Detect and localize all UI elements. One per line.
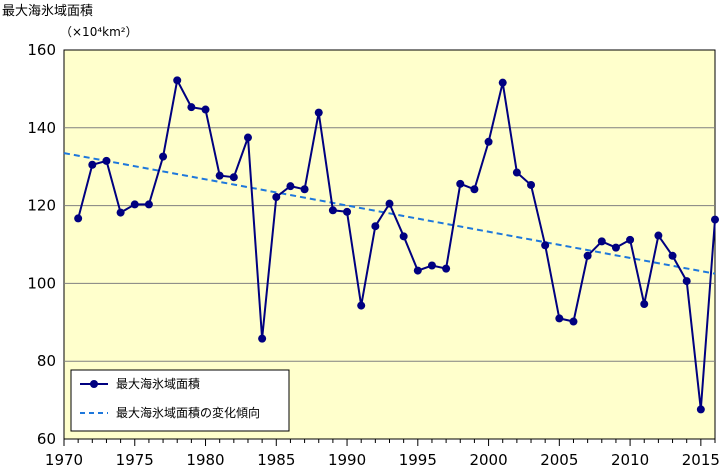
legend-series-marker	[90, 380, 98, 388]
trend-layer	[63, 152, 716, 275]
data-point	[201, 105, 210, 114]
data-point	[682, 277, 691, 286]
data-point	[597, 237, 606, 246]
data-point	[484, 137, 493, 146]
data-point	[88, 160, 97, 169]
data-point	[711, 215, 719, 224]
data-point	[385, 199, 394, 208]
data-point	[173, 76, 182, 85]
data-point	[116, 208, 125, 217]
data-point	[258, 334, 267, 343]
data-point	[314, 108, 323, 117]
data-point	[371, 222, 380, 231]
y-tick-label: 100	[27, 274, 56, 292]
x-tick-label: 1975	[116, 451, 154, 469]
data-point	[541, 241, 550, 250]
x-tick-label: 1995	[399, 451, 437, 469]
data-point	[498, 78, 507, 87]
legend-box	[70, 369, 290, 432]
legend-series-label: 最大海氷域面積	[116, 376, 200, 391]
axes: 60 80 100 120 140 160 1970 1975 1980 1985 1990 1995…	[27, 41, 720, 469]
data-point	[654, 231, 663, 240]
series-layer	[74, 76, 719, 414]
data-point	[611, 243, 620, 252]
data-point	[527, 180, 536, 189]
data-point	[640, 300, 649, 309]
data-point	[215, 171, 224, 180]
legend-trend-label: 最大海氷域面積の変化傾向	[116, 405, 260, 420]
series-line	[77, 77, 716, 410]
data-point	[696, 405, 705, 414]
data-point	[130, 200, 139, 209]
y-axis-title: 最大海氷域面積	[2, 4, 93, 19]
data-point	[286, 182, 295, 191]
data-point	[74, 214, 83, 223]
y-tick-label: 160	[27, 41, 56, 59]
data-point	[343, 207, 352, 216]
data-point	[243, 133, 252, 142]
x-tick-label: 1970	[45, 451, 83, 469]
data-point	[569, 317, 578, 326]
data-point	[626, 235, 635, 244]
data-point	[555, 314, 564, 323]
data-point	[300, 185, 309, 194]
data-point	[159, 152, 168, 161]
data-point	[456, 179, 465, 188]
data-point	[229, 173, 238, 182]
data-point	[187, 103, 196, 112]
y-tick-label: 60	[37, 430, 56, 448]
x-tick-label: 2015	[682, 451, 720, 469]
data-point	[102, 156, 111, 165]
y-tick-label: 80	[37, 352, 56, 370]
x-tick-label: 2010	[611, 451, 649, 469]
x-tick-label: 1990	[328, 451, 366, 469]
data-point	[272, 193, 281, 202]
x-tick-label: 2005	[540, 451, 578, 469]
data-point	[328, 206, 337, 215]
data-point	[512, 168, 521, 177]
data-point	[399, 232, 408, 241]
y-tick-label: 120	[27, 197, 56, 215]
y-axis-unit: （×10⁴km²）	[60, 25, 138, 39]
x-tick-label: 1985	[257, 451, 295, 469]
data-point	[470, 185, 479, 194]
data-point	[668, 251, 677, 260]
data-point	[442, 264, 451, 273]
data-point	[144, 200, 153, 209]
data-point	[427, 261, 436, 270]
data-point	[357, 301, 366, 310]
y-tick-label: 140	[27, 119, 56, 137]
data-point	[583, 251, 592, 260]
x-tick-label: 2000	[469, 451, 507, 469]
data-point	[413, 266, 422, 275]
trend-line	[63, 152, 716, 275]
legend: 最大海氷域面積 最大海氷域面積の変化傾向	[70, 369, 290, 432]
x-tick-label: 1980	[186, 451, 224, 469]
